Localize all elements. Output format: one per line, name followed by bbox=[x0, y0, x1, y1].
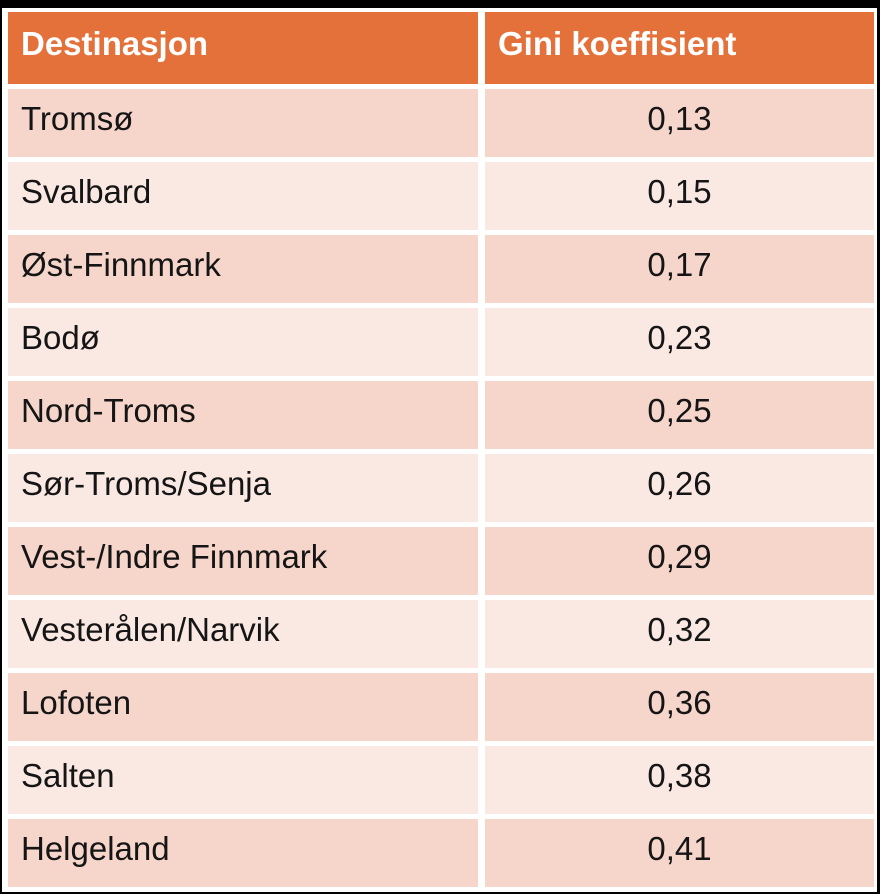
header-gini: Gini koeffisient bbox=[485, 12, 874, 84]
gini-cell: 0,13 bbox=[485, 89, 874, 157]
destination-cell: Salten bbox=[8, 746, 478, 814]
table-row: Bodø 0,23 bbox=[8, 308, 874, 376]
destination-cell: Lofoten bbox=[8, 673, 478, 741]
gini-cell: 0,25 bbox=[485, 381, 874, 449]
gini-coefficient-table: Destinasjon Gini koeffisient Tromsø 0,13… bbox=[8, 12, 874, 892]
gini-cell: 0,17 bbox=[485, 235, 874, 303]
table-row: Vesterålen/Narvik 0,32 bbox=[8, 600, 874, 668]
destination-cell: Øst-Finnmark bbox=[8, 235, 478, 303]
table-row: Lofoten 0,36 bbox=[8, 673, 874, 741]
table-body: Tromsø 0,13 Svalbard 0,15 Øst-Finnmark 0… bbox=[8, 89, 874, 887]
table-row: Vest-/Indre Finnmark 0,29 bbox=[8, 527, 874, 595]
table-header-row: Destinasjon Gini koeffisient bbox=[8, 12, 874, 84]
table-row: Helgeland 0,41 bbox=[8, 819, 874, 887]
destination-cell: Vesterålen/Narvik bbox=[8, 600, 478, 668]
table-row: Sør-Troms/Senja 0,26 bbox=[8, 454, 874, 522]
destination-cell: Sør-Troms/Senja bbox=[8, 454, 478, 522]
gini-cell: 0,32 bbox=[485, 600, 874, 668]
gini-cell: 0,29 bbox=[485, 527, 874, 595]
destination-cell: Bodø bbox=[8, 308, 478, 376]
gini-cell: 0,15 bbox=[485, 162, 874, 230]
table-row: Salten 0,38 bbox=[8, 746, 874, 814]
gini-cell: 0,23 bbox=[485, 308, 874, 376]
gini-cell: 0,41 bbox=[485, 819, 874, 887]
destination-cell: Svalbard bbox=[8, 162, 478, 230]
gini-cell: 0,36 bbox=[485, 673, 874, 741]
table-row: Tromsø 0,13 bbox=[8, 89, 874, 157]
destination-cell: Nord-Troms bbox=[8, 381, 478, 449]
table-canvas: Destinasjon Gini koeffisient Tromsø 0,13… bbox=[2, 8, 877, 892]
gini-cell: 0,26 bbox=[485, 454, 874, 522]
gini-cell: 0,38 bbox=[485, 746, 874, 814]
destination-cell: Helgeland bbox=[8, 819, 478, 887]
header-destination: Destinasjon bbox=[8, 12, 478, 84]
destination-cell: Vest-/Indre Finnmark bbox=[8, 527, 478, 595]
destination-cell: Tromsø bbox=[8, 89, 478, 157]
table-row: Øst-Finnmark 0,17 bbox=[8, 235, 874, 303]
table-row: Nord-Troms 0,25 bbox=[8, 381, 874, 449]
table-row: Svalbard 0,15 bbox=[8, 162, 874, 230]
